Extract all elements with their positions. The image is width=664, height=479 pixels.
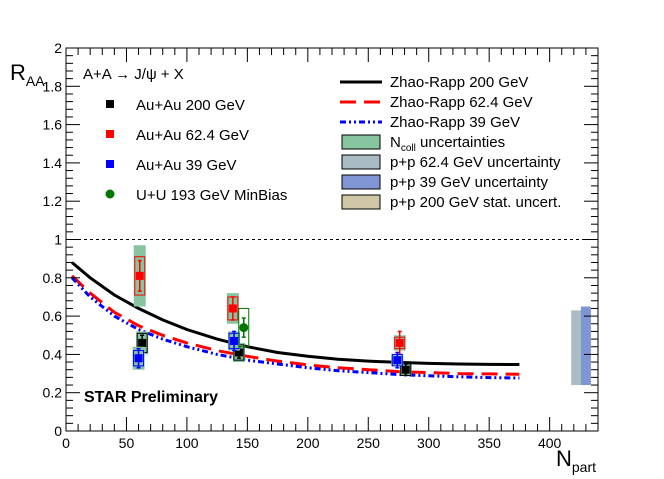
x-tick-label: 300 bbox=[417, 435, 441, 451]
legend-entry-sub: coll bbox=[401, 143, 416, 154]
legend-entry: Zhao-Rapp 62.4 GeV bbox=[390, 94, 533, 111]
legend-marker bbox=[106, 130, 114, 138]
point-layer bbox=[132, 245, 412, 377]
y-axis-title-main: R bbox=[10, 60, 26, 85]
x-tick-label: 0 bbox=[62, 435, 70, 451]
x-tick-label: 50 bbox=[119, 435, 135, 451]
model-curve bbox=[70, 274, 520, 376]
preliminary-label: STAR Preliminary bbox=[84, 389, 218, 406]
legend-box bbox=[341, 174, 381, 190]
legend-marker bbox=[106, 160, 114, 168]
systematic-box bbox=[134, 256, 146, 296]
data-point bbox=[401, 365, 410, 374]
legend-entry: Zhao-Rapp 39 GeV bbox=[390, 114, 520, 131]
legend-entry: Ncoll uncertainties bbox=[390, 134, 505, 154]
x-axis-title: Npart bbox=[556, 446, 596, 475]
y-tick-label: 0.8 bbox=[43, 270, 63, 286]
legend-entry-main: p+p 200 GeV stat. uncert. bbox=[390, 194, 561, 211]
y-tick-label: 1 bbox=[54, 232, 62, 248]
y-tick-label: 1.2 bbox=[43, 193, 63, 209]
legend-entry: Au+Au 200 GeV bbox=[136, 97, 245, 114]
y-axis-title-sub: AA bbox=[26, 73, 45, 89]
y-tick-label: 0.6 bbox=[43, 308, 63, 324]
x-tick-label: 400 bbox=[538, 435, 562, 451]
pp-uncertainty-band bbox=[580, 306, 591, 386]
legend-box bbox=[341, 154, 381, 170]
x-tick-label: 250 bbox=[357, 435, 381, 451]
x-tick-label: 100 bbox=[175, 435, 199, 451]
y-tick-label: 0.2 bbox=[43, 385, 63, 401]
model-curve bbox=[70, 276, 520, 380]
x-axis-title-sub: part bbox=[572, 459, 596, 475]
systematic-box bbox=[238, 307, 250, 348]
y-tick-label: 1.6 bbox=[43, 117, 63, 133]
legend-entry: p+p 39 GeV uncertainty bbox=[390, 174, 549, 191]
legend-entry-main: p+p 62.4 GeV uncertainty bbox=[390, 154, 561, 171]
legend-entry: Au+Au 62.4 GeV bbox=[136, 127, 249, 144]
pp-uncertainty-band bbox=[571, 310, 582, 386]
y-tick-label: 1.8 bbox=[43, 78, 63, 94]
legend-entry: p+p 62.4 GeV uncertainty bbox=[390, 154, 561, 171]
legend-marker bbox=[106, 100, 114, 108]
legend-entry: U+U 193 GeV MinBias bbox=[136, 187, 287, 204]
data-point bbox=[393, 356, 402, 365]
data-point bbox=[138, 338, 147, 347]
data-point bbox=[395, 338, 404, 347]
data-point bbox=[234, 348, 243, 357]
x-axis-title-main: N bbox=[556, 446, 572, 471]
y-tick-label: 2 bbox=[54, 40, 62, 56]
data-point bbox=[230, 336, 239, 345]
data-point bbox=[134, 354, 143, 363]
legend-entry: Zhao-Rapp 200 GeV bbox=[390, 74, 528, 91]
x-tick-label: 350 bbox=[478, 435, 502, 451]
y-tick-label: 1.4 bbox=[43, 155, 63, 171]
data-point bbox=[228, 304, 237, 313]
y-axis-title: RAA bbox=[10, 60, 45, 89]
legend-entry: p+p 200 GeV stat. uncert. bbox=[390, 194, 561, 211]
legend-marker bbox=[105, 189, 115, 199]
legend-layer: Au+Au 200 GeV Au+Au 62.4 GeV Au+Au 39 GeV U… bbox=[105, 74, 561, 211]
x-tick-label: 150 bbox=[236, 435, 260, 451]
legend-entry: Au+Au 39 GeV bbox=[136, 157, 237, 174]
data-point bbox=[135, 271, 144, 280]
data-point bbox=[239, 323, 249, 333]
model-curve bbox=[71, 261, 520, 366]
y-tick-label: 0 bbox=[54, 423, 62, 439]
legend-entry-suffix: uncertainties bbox=[416, 134, 505, 151]
y-tick-label: 0.4 bbox=[43, 346, 63, 362]
band-layer bbox=[571, 306, 591, 386]
x-tick-label: 200 bbox=[296, 435, 320, 451]
legend-box bbox=[341, 134, 381, 150]
legend-box bbox=[341, 194, 381, 210]
legend-entry-main: N bbox=[390, 134, 401, 151]
legend-entry-main: p+p 39 GeV uncertainty bbox=[390, 174, 549, 191]
reaction-label: A+A → J/ψ + X bbox=[83, 66, 184, 83]
curve-layer bbox=[70, 261, 520, 380]
axes-layer: 0 0.2 0.4 0.6 0.8 1 1.2 1.4 1.6 1.8 2 0 50 100 150 200 2… bbox=[43, 40, 599, 451]
